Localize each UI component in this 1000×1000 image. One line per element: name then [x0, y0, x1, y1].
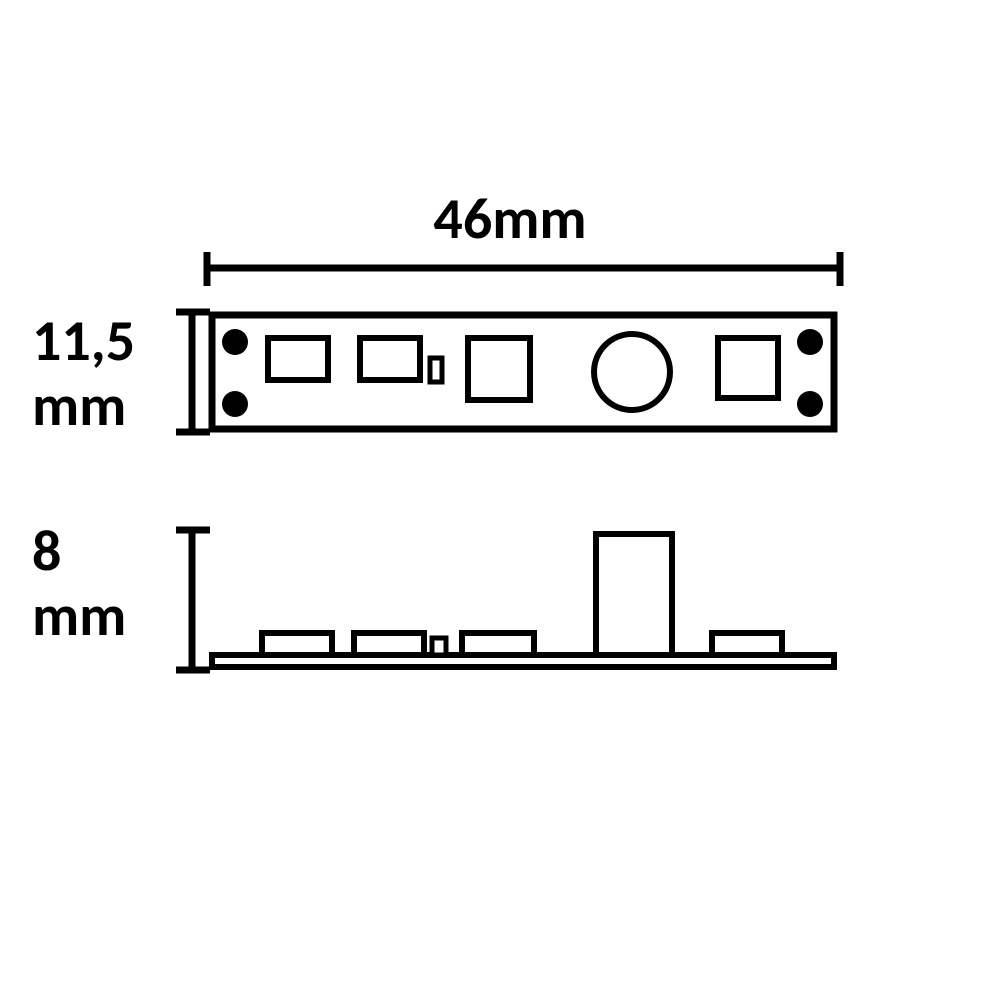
side-view-component [462, 633, 534, 655]
height-label-1: 11,5 [32, 305, 135, 376]
mounting-dot [797, 329, 823, 355]
side-view-component [596, 534, 672, 655]
side-view-component [354, 633, 424, 655]
mounting-dot [222, 329, 248, 355]
side-view-component [432, 638, 446, 655]
mounting-dot [222, 391, 248, 417]
dimension-diagram: 46mm11,5mm8mm [0, 0, 1000, 1000]
side-view-component [262, 633, 332, 655]
width-label: 46mm [433, 183, 586, 254]
height-label-2: mm [32, 370, 126, 441]
depth-label-2: mm [32, 580, 126, 651]
mounting-dot [797, 391, 823, 417]
depth-label-1: 8 [32, 515, 61, 586]
side-view-component [712, 633, 782, 655]
